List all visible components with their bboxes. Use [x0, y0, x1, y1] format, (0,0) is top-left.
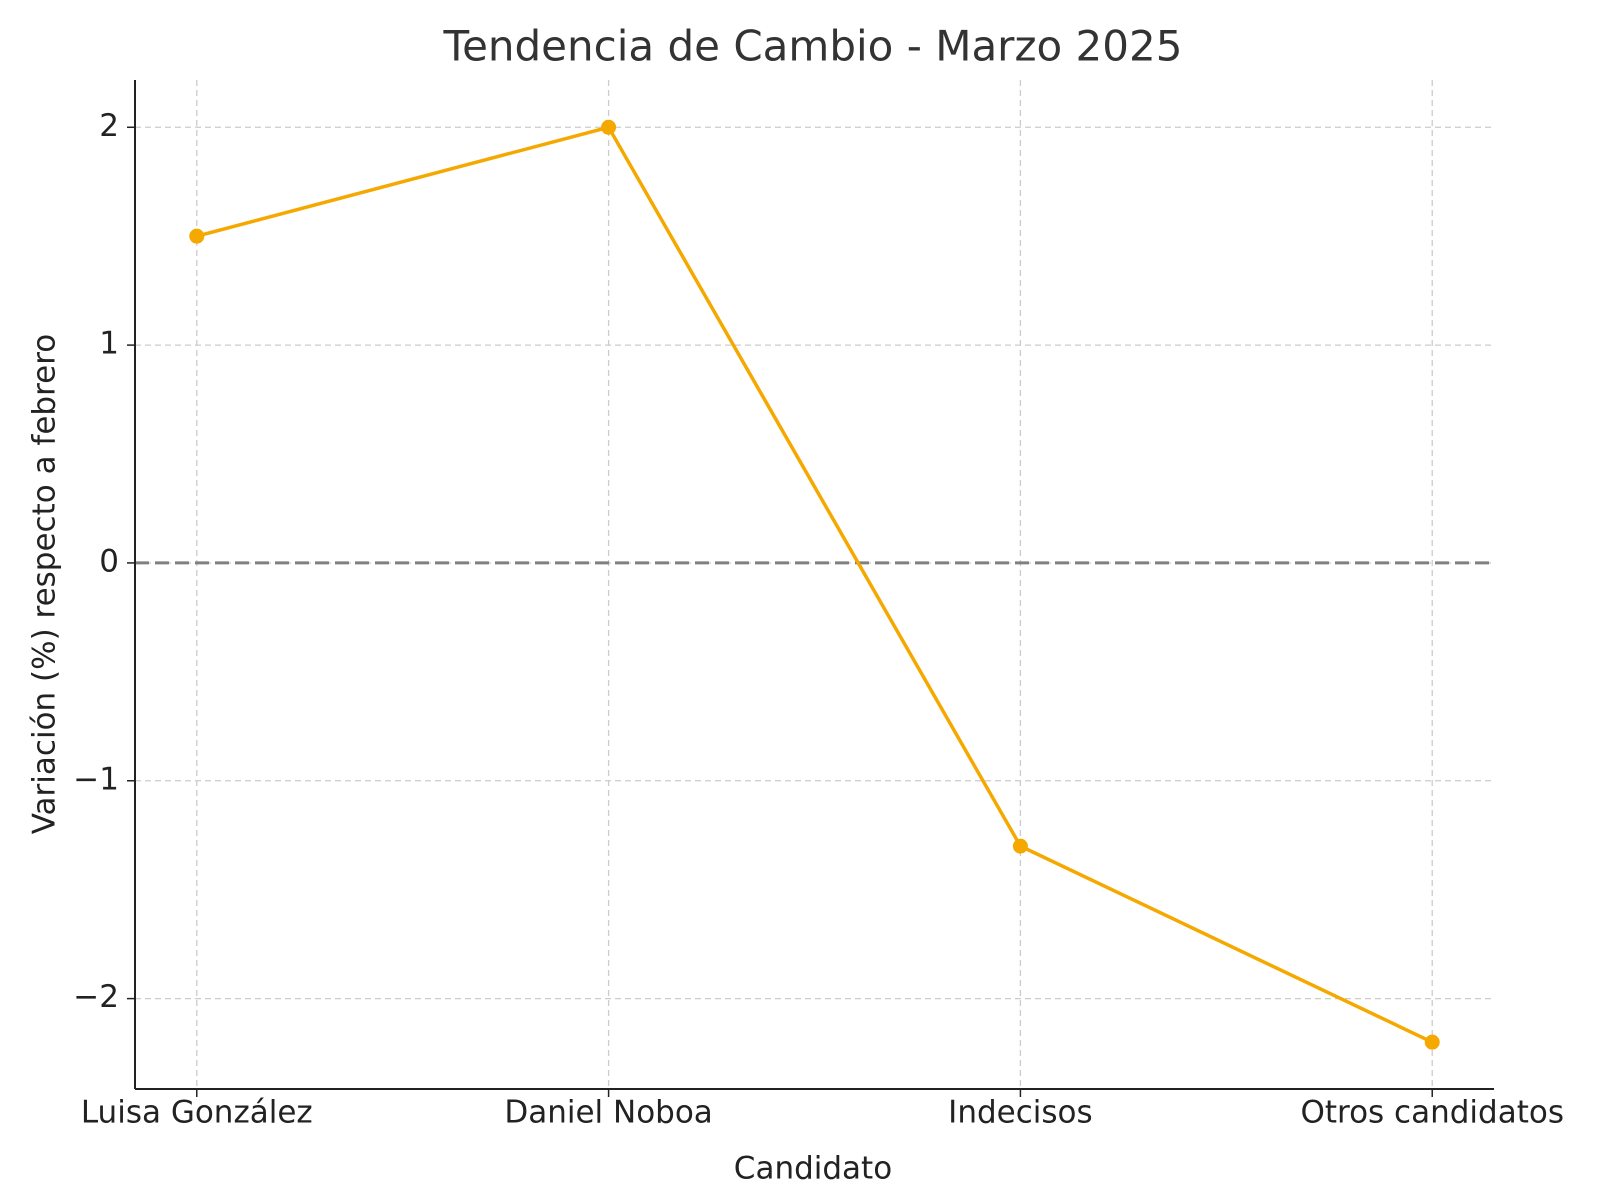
x-axis-label: Candidato	[734, 1151, 892, 1187]
y-tick-label: 0	[99, 543, 119, 579]
data-point	[1012, 838, 1028, 854]
chart-title: Tendencia de Cambio - Marzo 2025	[443, 22, 1183, 71]
y-tick-label: 1	[99, 326, 119, 362]
x-tick-label: Indecisos	[948, 1095, 1092, 1131]
x-tick-label: Otros candidatos	[1300, 1095, 1564, 1131]
data-point	[1424, 1034, 1440, 1050]
x-tick-label: Luisa González	[81, 1095, 313, 1131]
x-tick-label: Daniel Noboa	[504, 1095, 712, 1131]
y-axis-label: Variación (%) respecto a febrero	[27, 334, 63, 835]
y-tick-label: −2	[73, 979, 119, 1015]
y-tick-label: −1	[73, 761, 119, 797]
y-tick-label: 2	[99, 108, 119, 144]
data-line	[196, 125, 1433, 1044]
data-point	[189, 228, 205, 244]
data-point	[601, 119, 617, 135]
